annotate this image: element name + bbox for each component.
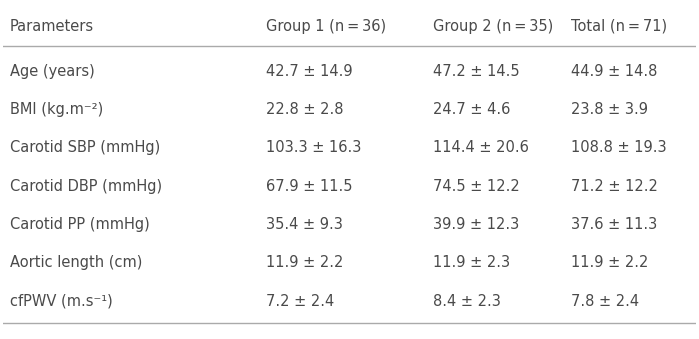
Text: 39.9 ± 12.3: 39.9 ± 12.3 xyxy=(433,217,519,232)
Text: cfPWV (m.s⁻¹): cfPWV (m.s⁻¹) xyxy=(10,294,113,309)
Text: 11.9 ± 2.2: 11.9 ± 2.2 xyxy=(571,255,649,271)
Text: 67.9 ± 11.5: 67.9 ± 11.5 xyxy=(266,179,353,194)
Text: 114.4 ± 20.6: 114.4 ± 20.6 xyxy=(433,140,528,155)
Text: BMI (kg.m⁻²): BMI (kg.m⁻²) xyxy=(10,102,103,117)
Text: Aortic length (cm): Aortic length (cm) xyxy=(10,255,142,271)
Text: Carotid SBP (mmHg): Carotid SBP (mmHg) xyxy=(10,140,160,155)
Text: Parameters: Parameters xyxy=(10,19,94,34)
Text: 103.3 ± 16.3: 103.3 ± 16.3 xyxy=(266,140,361,155)
Text: Carotid DBP (mmHg): Carotid DBP (mmHg) xyxy=(10,179,162,194)
Text: 7.8 ± 2.4: 7.8 ± 2.4 xyxy=(571,294,640,309)
Text: 47.2 ± 14.5: 47.2 ± 14.5 xyxy=(433,64,519,79)
Text: 42.7 ± 14.9: 42.7 ± 14.9 xyxy=(266,64,353,79)
Text: 24.7 ± 4.6: 24.7 ± 4.6 xyxy=(433,102,510,117)
Text: Group 2 (n = 35): Group 2 (n = 35) xyxy=(433,19,553,34)
Text: 11.9 ± 2.2: 11.9 ± 2.2 xyxy=(266,255,344,271)
Text: Carotid PP (mmHg): Carotid PP (mmHg) xyxy=(10,217,150,232)
Text: 11.9 ± 2.3: 11.9 ± 2.3 xyxy=(433,255,510,271)
Text: Group 1 (n = 36): Group 1 (n = 36) xyxy=(266,19,387,34)
Text: 74.5 ± 12.2: 74.5 ± 12.2 xyxy=(433,179,519,194)
Text: 37.6 ± 11.3: 37.6 ± 11.3 xyxy=(571,217,658,232)
Text: 108.8 ± 19.3: 108.8 ± 19.3 xyxy=(571,140,667,155)
Text: 44.9 ± 14.8: 44.9 ± 14.8 xyxy=(571,64,658,79)
Text: 22.8 ± 2.8: 22.8 ± 2.8 xyxy=(266,102,344,117)
Text: 8.4 ± 2.3: 8.4 ± 2.3 xyxy=(433,294,500,309)
Text: Age (years): Age (years) xyxy=(10,64,94,79)
Text: 23.8 ± 3.9: 23.8 ± 3.9 xyxy=(571,102,649,117)
Text: 7.2 ± 2.4: 7.2 ± 2.4 xyxy=(266,294,335,309)
Text: Total (n = 71): Total (n = 71) xyxy=(571,19,668,34)
Text: 35.4 ± 9.3: 35.4 ± 9.3 xyxy=(266,217,343,232)
Text: 71.2 ± 12.2: 71.2 ± 12.2 xyxy=(571,179,658,194)
